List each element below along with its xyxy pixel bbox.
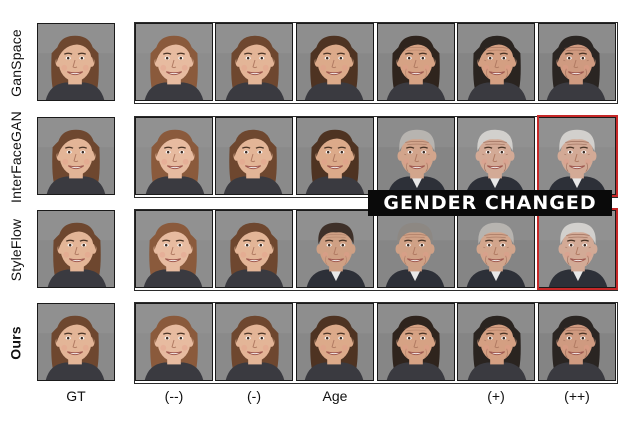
face-male-older (377, 210, 455, 288)
row-label-styleflow: StyleFlow (8, 218, 25, 282)
face-female-younger (135, 210, 213, 288)
face-male-adult (296, 210, 374, 288)
face-female-elderly (538, 23, 616, 101)
row-label-ganspace: GanSpace (8, 29, 25, 97)
row-label-interfacegan: InterFaceGAN (8, 111, 25, 203)
face-male-elderly (538, 117, 616, 195)
face-female-young (215, 303, 293, 381)
face-male-old (457, 210, 535, 288)
face-female-old (457, 303, 535, 381)
col-label-minus: (-) (247, 388, 261, 404)
face-female-younger (135, 23, 213, 101)
face-female-young (37, 303, 115, 381)
face-female-younger (135, 303, 213, 381)
face-female-young (215, 117, 293, 195)
face-female-young (37, 23, 115, 101)
face-female-older (377, 23, 455, 101)
col-label-minus-minus: (--) (164, 388, 184, 404)
face-female-young (215, 210, 293, 288)
col-label-plus-plus: (++) (564, 388, 590, 404)
col-label-age: Age (322, 388, 348, 404)
face-female-elderly (538, 303, 616, 381)
face-male-elderly (538, 210, 616, 288)
row-label-ours: Ours (8, 326, 25, 360)
face-female-older (377, 303, 455, 381)
face-male-old (377, 117, 455, 195)
face-female-adult (296, 117, 374, 195)
face-male-elderly (457, 117, 535, 195)
face-female-young (37, 210, 115, 288)
gender-changed-banner: GENDER CHANGED (368, 190, 612, 216)
face-female-young (215, 23, 293, 101)
col-label-plus: (+) (487, 388, 505, 404)
face-female-young (37, 117, 115, 195)
face-female-adult (296, 303, 374, 381)
face-female-younger (135, 117, 213, 195)
face-female-old (457, 23, 535, 101)
face-female-adult (296, 23, 374, 101)
col-label-gt: GT (66, 388, 86, 404)
